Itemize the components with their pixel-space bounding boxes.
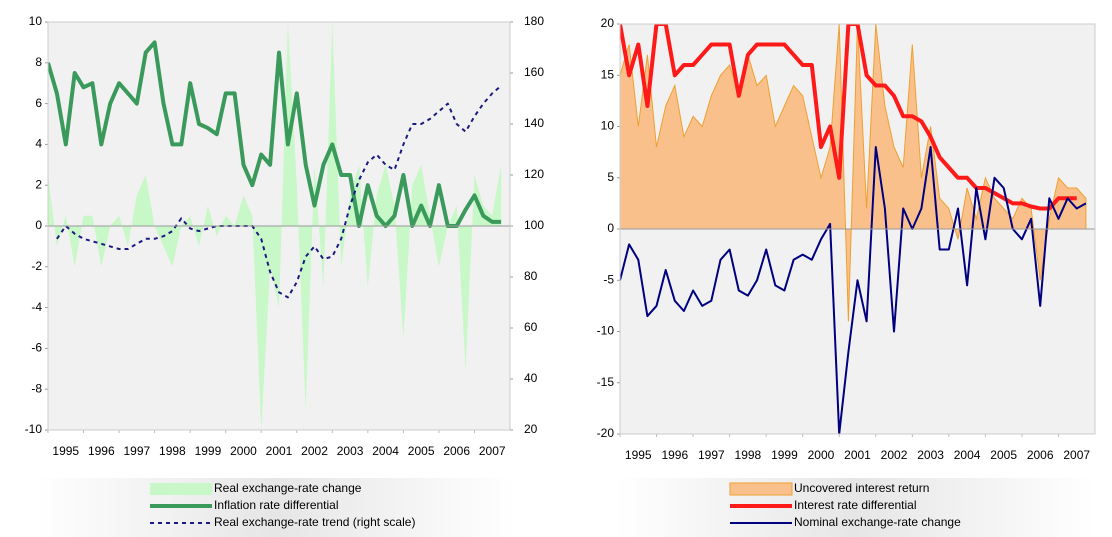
- legend-label: Interest rate differential: [794, 498, 917, 512]
- x-tick-label: 2005: [990, 448, 1017, 462]
- x-tick-label: 1995: [52, 444, 79, 458]
- x-tick-label: 2004: [954, 448, 981, 462]
- x-tick-label: 2002: [881, 448, 908, 462]
- x-tick-label: 2007: [479, 444, 506, 458]
- x-tick-label: 1999: [771, 448, 798, 462]
- x-tick-label: 1997: [698, 448, 725, 462]
- x-tick-label: 1995: [625, 448, 652, 462]
- plot-frame: [619, 23, 1096, 435]
- y-tick-label: -20: [597, 426, 615, 440]
- y-tick-label: 8: [35, 55, 42, 69]
- line: [620, 146, 1087, 434]
- y-tick-label: 0: [35, 218, 42, 232]
- x-tick-label: 2000: [808, 448, 835, 462]
- x-tick-label: 2003: [337, 444, 364, 458]
- y-tick-label: 10: [29, 14, 43, 28]
- y-tick-label: -4: [31, 300, 42, 314]
- y2-tick-label: 100: [524, 218, 544, 232]
- y-tick-label: -10: [25, 422, 43, 436]
- legend-swatch: [150, 483, 212, 495]
- legend-label: Nominal exchange-rate change: [794, 515, 961, 529]
- line: [620, 24, 1077, 211]
- legend-label: Real exchange-rate change: [214, 481, 362, 495]
- x-tick-label: 2003: [917, 448, 944, 462]
- y2-tick-label: 160: [524, 65, 544, 79]
- x-tick-label: 2004: [372, 444, 399, 458]
- x-tick-label: 1999: [195, 444, 222, 458]
- y2-tick-label: 60: [524, 320, 538, 334]
- y-tick-label: 10: [601, 119, 615, 133]
- y-tick-label: -15: [597, 375, 615, 389]
- x-tick-label: 2007: [1063, 448, 1090, 462]
- y2-tick-label: 40: [524, 371, 538, 385]
- y-tick-label: 2: [35, 177, 42, 191]
- x-tick-label: 2000: [230, 444, 257, 458]
- y-tick-label: 20: [601, 16, 615, 30]
- x-tick-label: 1998: [159, 444, 186, 458]
- y-tick-label: 0: [607, 221, 614, 235]
- line: [56, 85, 502, 299]
- line: [48, 40, 502, 228]
- x-tick-label: 2001: [844, 448, 871, 462]
- y2-tick-label: 80: [524, 269, 538, 283]
- x-tick-label: 1996: [661, 448, 688, 462]
- y-tick-label: -2: [31, 259, 42, 273]
- y-tick-label: -6: [31, 341, 42, 355]
- x-tick-label: 2006: [443, 444, 470, 458]
- x-tick-label: 1997: [123, 444, 150, 458]
- legend-swatch: [729, 482, 793, 496]
- legend-label: Real exchange-rate trend (right scale): [214, 515, 415, 529]
- y-tick-label: -10: [597, 324, 615, 338]
- legend-label: Inflation rate differential: [214, 498, 339, 512]
- x-tick-label: 1996: [88, 444, 115, 458]
- x-tick-label: 2005: [408, 444, 435, 458]
- legend-box: [615, 478, 1095, 537]
- y2-tick-label: 140: [524, 116, 544, 130]
- y2-tick-label: 180: [524, 14, 544, 28]
- y-tick-label: 5: [607, 170, 614, 184]
- x-tick-label: 2001: [266, 444, 293, 458]
- x-tick-label: 2006: [1027, 448, 1054, 462]
- x-tick-label: 2002: [301, 444, 328, 458]
- x-tick-label: 1998: [735, 448, 762, 462]
- y-tick-label: -5: [603, 272, 614, 286]
- y-tick-label: 6: [35, 96, 42, 110]
- y2-tick-label: 120: [524, 167, 544, 181]
- legend-label: Uncovered interest return: [794, 481, 929, 495]
- y-tick-label: 15: [601, 67, 615, 81]
- area: [620, 24, 1087, 322]
- y2-tick-label: 20: [524, 422, 538, 436]
- plot-frame: [47, 21, 511, 431]
- y-tick-label: -8: [31, 381, 42, 395]
- y-tick-label: 4: [35, 137, 42, 151]
- legend-box: [35, 478, 515, 537]
- plot-area: [620, 24, 1087, 434]
